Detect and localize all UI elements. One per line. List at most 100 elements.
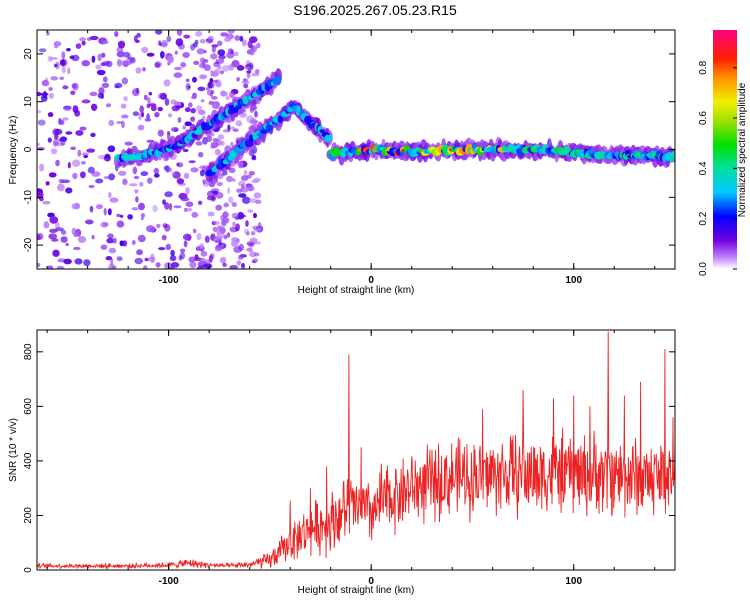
noise-speck [91, 171, 101, 177]
noise-speck [243, 170, 248, 176]
noise-speck [65, 131, 73, 135]
noise-speck [47, 112, 54, 118]
noise-speck [43, 221, 50, 229]
snr-axes: -100 0 100 0 200 400 600 800 [23, 330, 675, 587]
noise-speck [116, 220, 125, 228]
noise-speck [184, 121, 192, 127]
noise-speck [214, 239, 222, 243]
noise-speck [65, 187, 73, 194]
noise-speck [101, 82, 110, 89]
noise-speck [236, 188, 243, 193]
noise-speck [228, 167, 236, 174]
noise-speck [198, 151, 204, 158]
noise-speck [116, 213, 121, 218]
noise-speck [50, 148, 58, 155]
noise-speck [228, 196, 234, 204]
noise-speck [42, 200, 51, 205]
noise-speck [108, 119, 115, 127]
noise-speck [245, 231, 250, 236]
noise-speck [212, 226, 218, 232]
noise-speck [48, 172, 57, 178]
ridge-mark [193, 129, 203, 135]
noise-speck [131, 207, 139, 211]
noise-speck [183, 207, 188, 212]
noise-speck [208, 254, 213, 263]
noise-speck [171, 171, 176, 176]
noise-speck [122, 60, 129, 68]
noise-speck [51, 238, 59, 242]
noise-speck [48, 233, 58, 240]
noise-speck [55, 159, 60, 167]
noise-speck [233, 51, 239, 57]
noise-speck [103, 207, 107, 216]
noise-speck [70, 90, 76, 96]
noise-speck [121, 77, 129, 85]
snr-frame [36, 329, 676, 571]
noise-speck [116, 256, 123, 262]
noise-speck [227, 48, 234, 54]
noise-speck [102, 40, 109, 45]
y-tick-label: 200 [23, 507, 34, 524]
noise-speck [231, 241, 239, 247]
colorbar-ticks: 0.0 0.2 0.4 0.6 0.8 [698, 60, 737, 276]
noise-speck [195, 141, 203, 146]
noise-speck [242, 80, 250, 85]
noise-speck [220, 214, 226, 221]
noise-speck [81, 99, 91, 104]
noise-speck [184, 107, 191, 113]
noise-speck [188, 102, 193, 108]
noise-speck [185, 201, 194, 207]
noise-speck [176, 178, 185, 185]
noise-speck [238, 243, 245, 252]
noise-speck [218, 58, 225, 64]
noise-speck [199, 165, 205, 169]
noise-speck [67, 67, 71, 75]
noise-speck [102, 76, 108, 83]
noise-speck [107, 208, 112, 216]
noise-speck [49, 216, 59, 224]
x-tick-label: 0 [368, 576, 374, 587]
noise-speck [226, 232, 231, 238]
noise-speck [232, 221, 236, 227]
noise-speck [199, 38, 206, 44]
noise-speck [194, 254, 199, 260]
noise-speck [114, 82, 123, 89]
noise-speck [243, 83, 249, 89]
noise-speck [210, 90, 215, 94]
noise-speck [246, 174, 252, 179]
noise-speck [228, 91, 235, 99]
noise-speck [214, 68, 221, 75]
noise-speck [116, 50, 125, 58]
noise-speck [214, 247, 222, 252]
noise-speck [107, 145, 116, 153]
noise-speck [215, 204, 223, 211]
noise-speck [244, 65, 251, 70]
noise-speck [81, 40, 86, 46]
noise-speck [183, 34, 191, 39]
noise-speck [55, 61, 60, 70]
colorbar-tick-label: 0.6 [698, 111, 709, 125]
noise-speck [37, 91, 42, 97]
noise-speck [247, 209, 254, 213]
noise-speck [57, 138, 64, 142]
noise-speck [137, 234, 146, 243]
noise-speck [220, 32, 229, 37]
noise-speck [158, 247, 166, 251]
noise-speck [61, 65, 66, 74]
noise-speck [206, 135, 213, 142]
noise-speck [246, 70, 252, 74]
noise-speck [216, 102, 220, 108]
noise-speck [216, 40, 223, 47]
noise-speck [208, 100, 215, 105]
noise-speck [50, 76, 59, 81]
noise-speck [211, 96, 218, 100]
noise-speck [227, 187, 231, 194]
noise-speck [199, 242, 204, 250]
noise-speck [134, 189, 139, 194]
x-tick-label: 100 [565, 576, 582, 587]
noise-speck [196, 48, 205, 55]
noise-speck [245, 60, 251, 66]
noise-speck [222, 262, 228, 267]
noise-speck [138, 112, 142, 121]
